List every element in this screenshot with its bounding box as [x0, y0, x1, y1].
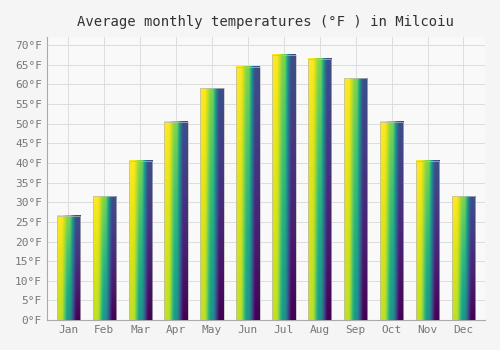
Bar [308, 59, 332, 320]
Bar [92, 196, 116, 320]
Bar [200, 88, 224, 320]
Bar [272, 55, 295, 320]
Bar [452, 196, 475, 320]
Bar [56, 216, 80, 320]
Bar [344, 78, 368, 320]
Bar [164, 122, 188, 320]
Bar [380, 122, 404, 320]
Bar [236, 66, 260, 320]
Bar [416, 161, 439, 320]
Title: Average monthly temperatures (°F ) in Milcoiu: Average monthly temperatures (°F ) in Mi… [78, 15, 454, 29]
Bar [128, 161, 152, 320]
